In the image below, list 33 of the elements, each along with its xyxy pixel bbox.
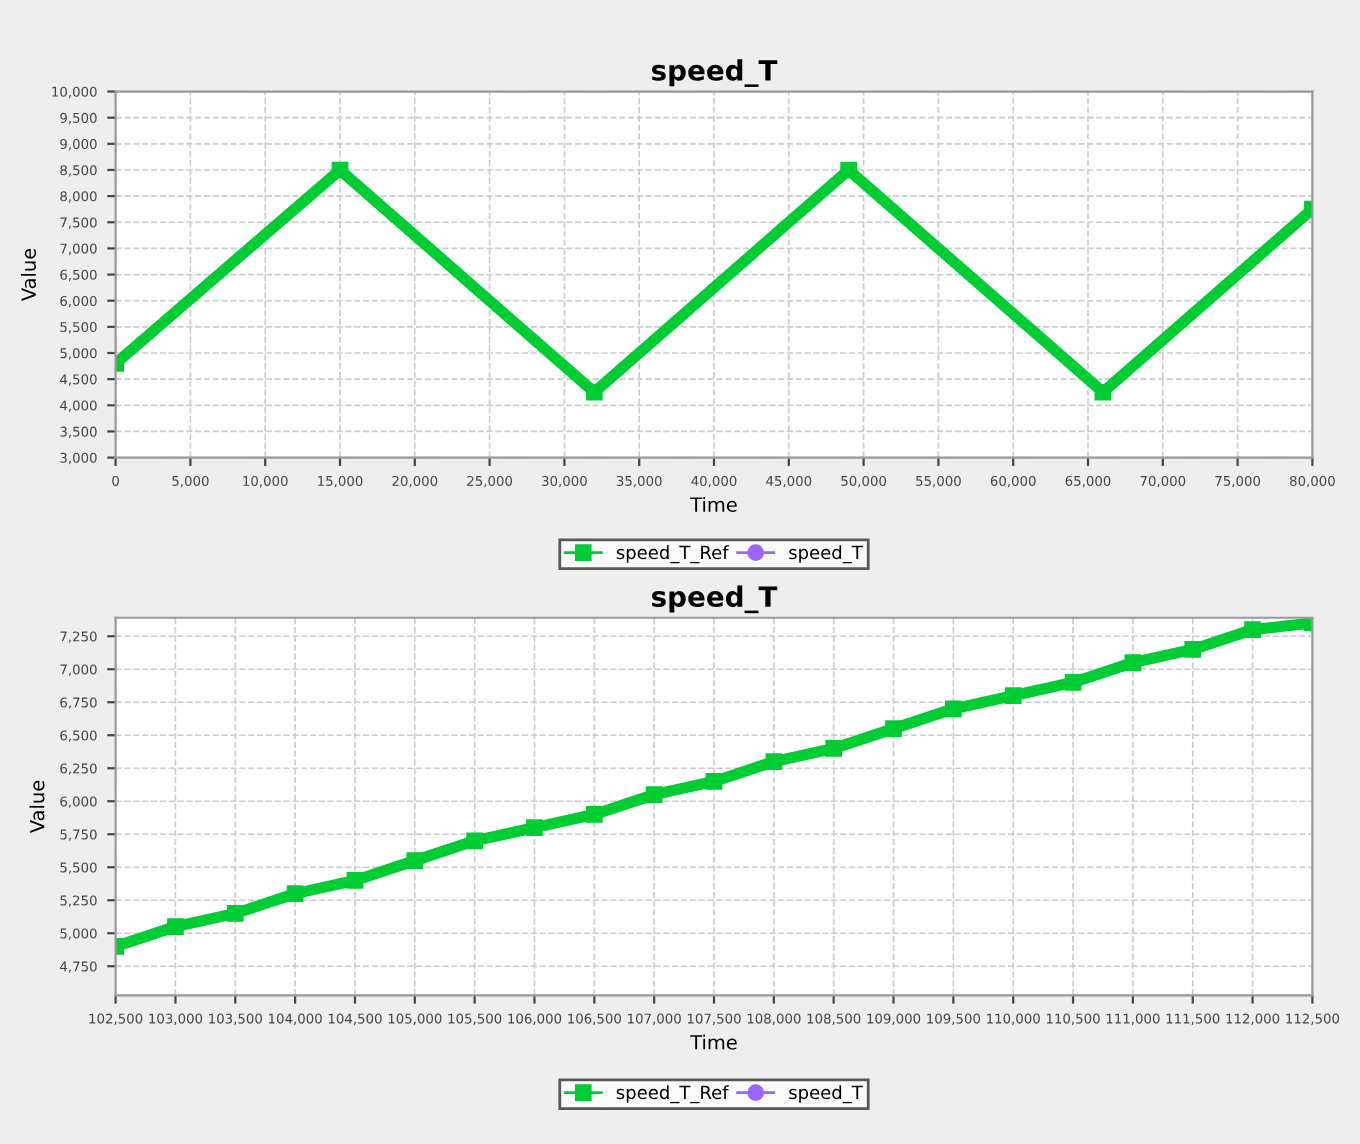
point <box>705 773 723 790</box>
point <box>840 161 857 179</box>
point <box>346 872 364 889</box>
legend-label: speed_T <box>789 1085 863 1104</box>
x-axis-title: Time <box>690 496 737 512</box>
point <box>1064 674 1082 691</box>
chart-title: speed_T <box>652 585 778 614</box>
point <box>1094 383 1112 401</box>
point <box>945 700 962 718</box>
y-axis-title: Value <box>29 780 45 834</box>
point <box>1124 654 1142 671</box>
point <box>825 740 843 757</box>
point <box>526 819 543 836</box>
point <box>765 753 783 770</box>
legend-label: speed_T_Ref <box>616 545 729 564</box>
chart-title: speed_T <box>652 59 778 87</box>
legend-label: speed_T_Ref <box>616 1085 729 1104</box>
point <box>1004 687 1022 704</box>
point <box>286 885 304 902</box>
point <box>226 905 244 922</box>
legend-label: speed_T <box>789 545 863 564</box>
point <box>1184 641 1202 658</box>
point <box>585 806 603 823</box>
point <box>466 832 483 850</box>
point <box>1244 621 1261 638</box>
point <box>167 918 184 935</box>
point <box>331 161 349 179</box>
x-axis-title: Time <box>690 1034 737 1050</box>
point <box>406 852 424 869</box>
point <box>645 786 663 803</box>
point <box>585 383 603 401</box>
point <box>885 720 902 737</box>
y-axis-title: Value <box>20 248 37 302</box>
